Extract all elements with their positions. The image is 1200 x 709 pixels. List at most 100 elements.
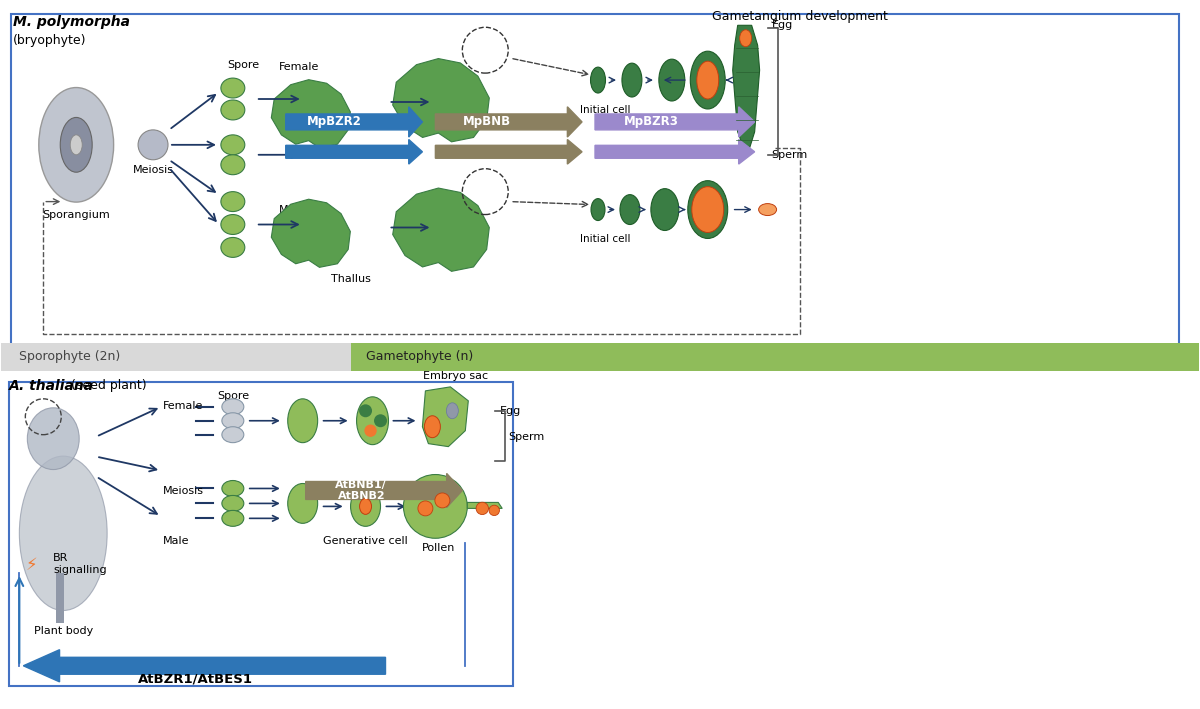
Text: (bryophyte): (bryophyte) bbox=[13, 34, 86, 48]
Ellipse shape bbox=[659, 59, 685, 101]
Ellipse shape bbox=[221, 238, 245, 257]
Ellipse shape bbox=[221, 78, 245, 98]
Ellipse shape bbox=[221, 155, 245, 174]
Text: Spore: Spore bbox=[217, 391, 248, 401]
Ellipse shape bbox=[592, 199, 605, 220]
FancyArrow shape bbox=[23, 649, 385, 682]
Text: Pollen: Pollen bbox=[421, 543, 455, 553]
Ellipse shape bbox=[739, 30, 751, 47]
Text: Generative cell: Generative cell bbox=[323, 536, 408, 547]
Text: Egg: Egg bbox=[500, 406, 522, 415]
Text: MpBZR2: MpBZR2 bbox=[307, 116, 361, 128]
Ellipse shape bbox=[697, 61, 719, 99]
Circle shape bbox=[374, 414, 386, 428]
Ellipse shape bbox=[221, 135, 245, 155]
Text: Gametophyte (n): Gametophyte (n) bbox=[366, 350, 473, 364]
FancyArrow shape bbox=[595, 140, 755, 164]
Text: AtBNB1/
AtBNB2: AtBNB1/ AtBNB2 bbox=[335, 480, 388, 501]
Ellipse shape bbox=[221, 100, 245, 120]
Polygon shape bbox=[733, 26, 760, 147]
Text: Spore: Spore bbox=[227, 60, 259, 70]
Text: MpBNB: MpBNB bbox=[463, 116, 511, 128]
Ellipse shape bbox=[222, 427, 244, 442]
Text: Plant body: Plant body bbox=[34, 626, 92, 636]
Circle shape bbox=[476, 502, 488, 515]
Circle shape bbox=[418, 501, 433, 516]
Circle shape bbox=[434, 493, 450, 508]
Circle shape bbox=[403, 474, 467, 538]
Bar bbox=[56, 573, 65, 623]
Ellipse shape bbox=[221, 215, 245, 235]
Text: Sporophyte (2n): Sporophyte (2n) bbox=[19, 350, 120, 364]
Polygon shape bbox=[422, 387, 468, 447]
Text: (seed plant): (seed plant) bbox=[71, 379, 146, 392]
Circle shape bbox=[359, 404, 372, 418]
Ellipse shape bbox=[38, 87, 114, 202]
FancyArrow shape bbox=[595, 107, 755, 137]
Text: Initial cell: Initial cell bbox=[580, 235, 630, 245]
Bar bbox=[1, 343, 350, 371]
FancyArrow shape bbox=[286, 140, 422, 164]
Text: Female: Female bbox=[163, 401, 203, 411]
Ellipse shape bbox=[590, 67, 606, 93]
Text: Gametangium development: Gametangium development bbox=[712, 11, 888, 23]
Text: Meiosis: Meiosis bbox=[132, 164, 174, 174]
FancyArrow shape bbox=[306, 474, 462, 508]
Text: BR
signalling: BR signalling bbox=[53, 553, 107, 575]
FancyArrow shape bbox=[286, 107, 422, 137]
Text: M. polymorpha: M. polymorpha bbox=[13, 16, 131, 29]
Ellipse shape bbox=[360, 498, 372, 514]
Ellipse shape bbox=[19, 456, 107, 610]
Ellipse shape bbox=[71, 135, 83, 155]
Bar bbox=[10, 382, 514, 686]
Text: Male: Male bbox=[278, 205, 305, 215]
Text: Sperm: Sperm bbox=[772, 150, 808, 160]
Ellipse shape bbox=[222, 399, 244, 415]
Circle shape bbox=[138, 130, 168, 160]
Text: Thallus: Thallus bbox=[331, 274, 371, 284]
Ellipse shape bbox=[620, 195, 640, 225]
Ellipse shape bbox=[650, 189, 679, 230]
Text: Initial cell: Initial cell bbox=[580, 105, 630, 115]
Ellipse shape bbox=[690, 51, 725, 109]
FancyArrow shape bbox=[436, 140, 582, 164]
Ellipse shape bbox=[221, 191, 245, 211]
Text: Sperm: Sperm bbox=[509, 432, 545, 442]
Ellipse shape bbox=[622, 63, 642, 97]
Ellipse shape bbox=[350, 486, 380, 526]
Ellipse shape bbox=[425, 415, 440, 437]
Text: AtBZR1/AtBES1: AtBZR1/AtBES1 bbox=[138, 673, 253, 686]
Ellipse shape bbox=[758, 203, 776, 216]
Polygon shape bbox=[392, 188, 490, 272]
Text: ⚡: ⚡ bbox=[25, 556, 37, 574]
Ellipse shape bbox=[691, 186, 724, 233]
Circle shape bbox=[365, 425, 376, 436]
Text: Embryo sac: Embryo sac bbox=[422, 371, 488, 381]
Ellipse shape bbox=[222, 496, 244, 511]
Polygon shape bbox=[467, 503, 503, 508]
Circle shape bbox=[490, 506, 499, 515]
Ellipse shape bbox=[688, 181, 727, 238]
Text: Sporangium: Sporangium bbox=[42, 210, 110, 220]
Text: Meiosis: Meiosis bbox=[163, 486, 204, 496]
Bar bbox=[350, 343, 1199, 371]
Ellipse shape bbox=[28, 408, 79, 469]
Text: A. thaliana: A. thaliana bbox=[10, 379, 95, 393]
Text: MpBZR3: MpBZR3 bbox=[624, 116, 679, 128]
Ellipse shape bbox=[288, 484, 318, 523]
Polygon shape bbox=[271, 199, 350, 267]
Ellipse shape bbox=[60, 118, 92, 172]
Ellipse shape bbox=[446, 403, 458, 419]
FancyArrow shape bbox=[436, 107, 582, 137]
Ellipse shape bbox=[222, 413, 244, 429]
Polygon shape bbox=[392, 59, 490, 142]
Ellipse shape bbox=[222, 510, 244, 526]
Polygon shape bbox=[271, 79, 350, 147]
Bar bbox=[11, 14, 1178, 351]
Text: Egg: Egg bbox=[772, 21, 793, 30]
Ellipse shape bbox=[288, 399, 318, 442]
Ellipse shape bbox=[222, 481, 244, 496]
Text: Male: Male bbox=[163, 536, 190, 547]
Text: Female: Female bbox=[278, 62, 319, 72]
Ellipse shape bbox=[356, 397, 389, 445]
